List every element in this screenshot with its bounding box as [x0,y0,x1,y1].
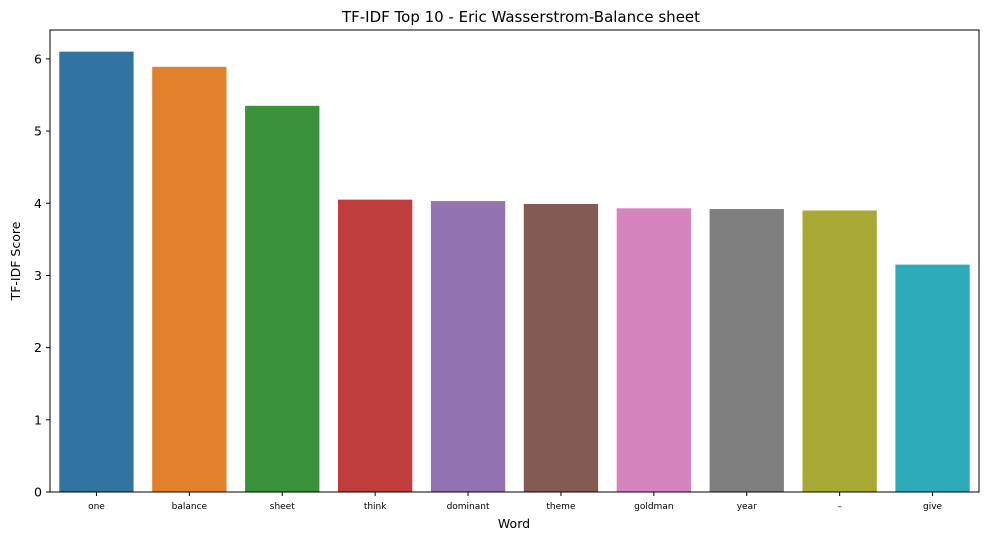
chart-title: TF-IDF Top 10 - Eric Wasserstrom-Balance… [341,8,700,26]
y-tick-label: 0 [34,485,42,500]
x-tick-label: balance [172,502,208,512]
bar-4 [430,201,506,492]
y-tick-label: 4 [34,196,42,211]
y-tick-label: 1 [34,412,42,427]
x-tick-label: sheet [270,502,295,512]
x-tick-label: give [923,502,943,512]
y-axis-ticks: 0 1 2 3 4 5 6 [34,51,50,500]
y-tick-label: 3 [34,268,42,283]
y-tick-label: 6 [34,51,42,66]
y-tick-label: 5 [34,124,42,139]
y-axis-label: TF-IDF Score [8,221,23,301]
x-tick-label: year [737,502,757,512]
bar-3 [337,199,413,492]
bar-1 [152,66,227,492]
plot-frame [49,29,980,493]
bar-7 [709,209,784,492]
x-axis-ticks: one balance sheet think dominant theme goldman… [88,492,943,512]
x-tick-label: think [364,502,387,512]
x-axis-label: Word [498,516,530,531]
bar-0 [59,51,134,492]
bar-9 [895,264,970,492]
bar-2 [245,105,320,493]
bar-5 [523,203,599,492]
y-tick-label: 2 [34,340,42,355]
bar-6 [616,208,692,493]
x-tick-label: dominant [447,502,490,512]
x-tick-label: theme [546,502,576,512]
x-tick-label: – [837,502,842,512]
bars [59,51,970,493]
bar-8 [802,210,877,492]
x-tick-label: goldman [634,502,673,512]
x-tick-label: one [88,502,105,512]
